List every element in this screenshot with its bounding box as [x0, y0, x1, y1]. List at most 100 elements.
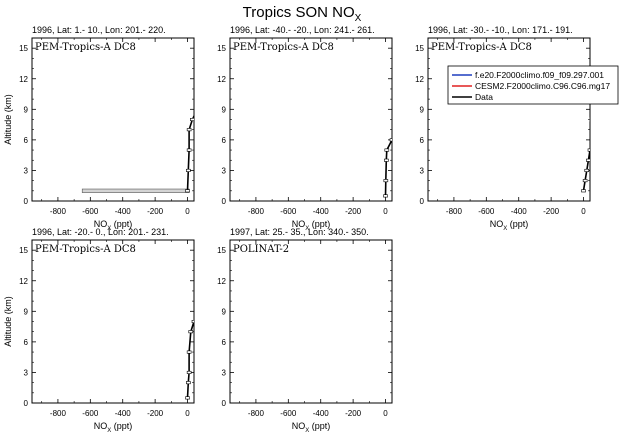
- y-tick-label: 12: [217, 277, 226, 286]
- plot-data: [581, 108, 605, 193]
- y-tick-label: 15: [19, 44, 28, 53]
- y-tick-label: 9: [222, 105, 227, 114]
- data-point: [383, 179, 389, 183]
- y-tick-label: 9: [222, 307, 227, 316]
- data-point: [383, 194, 388, 198]
- y-tick-label: 0: [222, 197, 227, 206]
- x-axis-label-main: NO: [94, 421, 108, 431]
- x-axis-label-main: NO: [94, 219, 108, 229]
- campaign-label: POLINAT-2: [233, 244, 289, 255]
- x-tick-label: -600: [478, 207, 495, 216]
- y-tick-label: 6: [222, 136, 227, 145]
- plot-data: [383, 138, 392, 198]
- y-tick-label: 6: [24, 338, 29, 347]
- panel-header: 1996, Lat: -30.- -10., Lon: 171.- 191.: [428, 25, 573, 35]
- data-point: [581, 189, 586, 193]
- x-tick-label: -600: [82, 409, 99, 418]
- data-point: [191, 319, 194, 323]
- uncertainty-box: [589, 117, 590, 122]
- panel-4: 1996, Lat: -20.- 0., Lon: 201.- 231. PEM-…: [3, 227, 202, 434]
- data-point: [186, 168, 191, 172]
- data-point: [594, 128, 598, 130]
- legend-entry: f.e20.F2000climo.f09_f09.297.001: [475, 70, 604, 80]
- campaign-label: PEM-Tropics-A DC8: [35, 244, 136, 255]
- y-tick-label: 15: [217, 246, 226, 255]
- data-point: [186, 128, 192, 132]
- campaign-label: PEM-Tropics-A DC8: [35, 42, 136, 53]
- series-line-data: [186, 320, 194, 398]
- plot-frame: [31, 239, 195, 404]
- data-point: [195, 108, 199, 110]
- plot-data: [81, 108, 199, 193]
- x-axis-label-unit: (ppt): [507, 219, 528, 229]
- x-axis-label: NOX (ppt): [292, 421, 331, 434]
- x-tick-label: -800: [50, 409, 67, 418]
- panel-grid: 1996, Lat: 1.- 10., Lon: 201.- 220. PEM-T…: [3, 25, 619, 434]
- uncertainty-box: [81, 188, 190, 193]
- x-tick-label: 0: [185, 207, 190, 216]
- y-tick-label: 15: [19, 246, 28, 255]
- panel-header: 1997, Lat: 25.- 35., Lon: 340.- 350.: [230, 227, 369, 237]
- y-tick-label: 12: [217, 75, 226, 84]
- y-tick-label: 12: [19, 75, 28, 84]
- x-tick-label: 0: [581, 207, 586, 216]
- plot-data: [185, 310, 202, 400]
- y-tick-label: 15: [415, 44, 424, 53]
- data-point: [587, 148, 590, 152]
- panel-5: 1997, Lat: 25.- 35., Lon: 340.- 350. POLI…: [217, 227, 393, 434]
- x-tick-label: -600: [82, 207, 99, 216]
- x-axis-label-unit: (ppt): [309, 421, 330, 431]
- x-tick-label: -800: [248, 207, 265, 216]
- x-tick-label: -200: [147, 409, 164, 418]
- chart-legend: f.e20.F2000climo.f09_f09.297.001CESM2.F2…: [447, 65, 619, 105]
- data-point: [586, 158, 590, 162]
- x-axis-label-main: NO: [292, 421, 306, 431]
- panel-1: 1996, Lat: 1.- 10., Lon: 201.- 220. PEM-T…: [3, 25, 199, 232]
- data-point: [190, 118, 194, 122]
- data-point: [198, 310, 202, 312]
- x-axis-label-subscript: X: [107, 428, 111, 434]
- series-line-data: [186, 114, 194, 191]
- x-tick-label: -800: [446, 207, 463, 216]
- x-axis-label-subscript: X: [305, 226, 309, 232]
- y-tick-label: 3: [420, 166, 425, 175]
- panel-header: 1996, Lat: -20.- 0., Lon: 201.- 231.: [32, 227, 169, 237]
- data-point: [188, 330, 194, 334]
- legend-box: [447, 65, 619, 105]
- y-tick-label: 3: [24, 368, 29, 377]
- data-point: [186, 381, 191, 385]
- data-point: [582, 179, 588, 183]
- y-tick-label: 9: [24, 105, 29, 114]
- data-point: [384, 158, 389, 162]
- x-axis-label-unit: (ppt): [111, 219, 132, 229]
- panel-header: 1996, Lat: -40.- -20., Lon: 241.- 261.: [230, 25, 375, 35]
- series-line-data: [384, 139, 392, 196]
- x-tick-label: -200: [147, 207, 164, 216]
- y-tick-label: 3: [24, 166, 29, 175]
- x-axis-label-unit: (ppt): [111, 421, 132, 431]
- plot-frame: [427, 37, 591, 202]
- x-axis-label: NOX (ppt): [94, 219, 133, 232]
- x-tick-label: -400: [115, 409, 132, 418]
- y-tick-label: 12: [19, 277, 28, 286]
- x-tick-label: 0: [383, 409, 388, 418]
- data-point: [389, 138, 392, 142]
- x-tick-label: -400: [313, 207, 330, 216]
- y-tick-label: 9: [420, 105, 425, 114]
- x-axis-label: NOX (ppt): [292, 219, 331, 232]
- panel-2: 1996, Lat: -40.- -20., Lon: 241.- 261. PE…: [217, 25, 393, 232]
- plot-frame: [31, 37, 195, 202]
- x-tick-label: -200: [345, 207, 362, 216]
- x-axis-label-main: NO: [292, 219, 306, 229]
- x-tick-label: -200: [345, 409, 362, 418]
- legend-entry: CESM2.F2000climo.C96.C96.mg17: [475, 81, 610, 91]
- x-axis-label-main: NO: [490, 219, 504, 229]
- x-tick-label: -400: [115, 207, 132, 216]
- y-tick-label: 6: [222, 338, 227, 347]
- data-point: [601, 108, 605, 110]
- x-tick-label: -400: [511, 207, 528, 216]
- x-tick-label: 0: [185, 409, 190, 418]
- x-axis-label-subscript: X: [107, 226, 111, 232]
- x-axis-label: NOX (ppt): [490, 219, 529, 232]
- figure-title-subscript: X: [355, 13, 362, 24]
